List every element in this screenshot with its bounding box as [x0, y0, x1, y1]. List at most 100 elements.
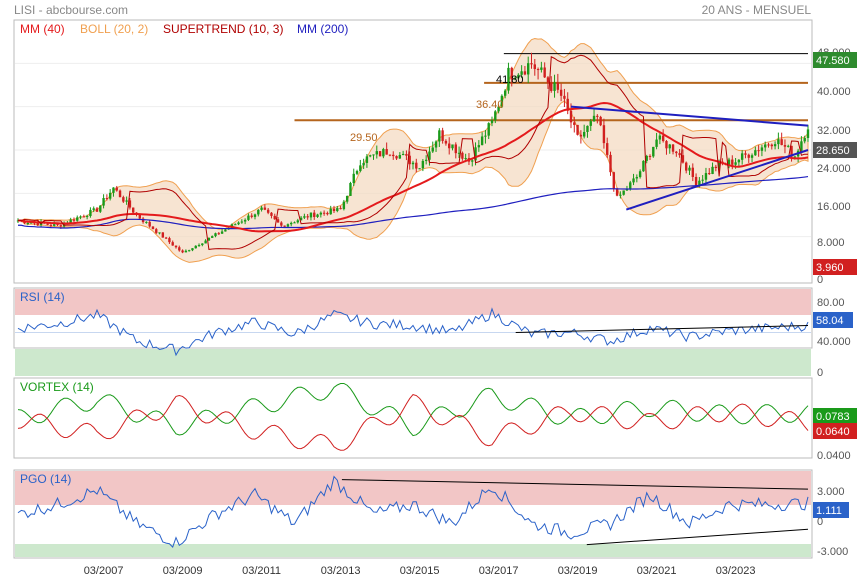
- rsi-label: RSI (14): [20, 290, 65, 304]
- candle-body: [454, 144, 457, 154]
- candle-body: [727, 159, 731, 165]
- candle-body: [744, 153, 747, 155]
- candle-body: [678, 153, 681, 156]
- rsi-badge-bg: [813, 312, 853, 328]
- candle-body: [395, 156, 398, 159]
- pgo-trendline-upper: [341, 479, 809, 490]
- candle-body: [589, 121, 592, 126]
- candle-body: [194, 245, 197, 249]
- candle-body: [339, 208, 342, 210]
- ytick-rsi: 80.00: [817, 297, 845, 309]
- candle-body: [622, 190, 625, 195]
- candle-body: [164, 237, 168, 239]
- candle-body: [424, 159, 428, 161]
- candle-body: [72, 219, 76, 221]
- candle-body: [685, 162, 688, 171]
- candle-body: [36, 222, 39, 226]
- candle-body: [540, 67, 543, 70]
- candle-body: [125, 200, 128, 202]
- candle-body: [701, 179, 704, 181]
- candle-body: [698, 180, 701, 187]
- candle-body: [480, 136, 484, 146]
- candle-body: [550, 82, 553, 91]
- candle-body: [461, 152, 464, 159]
- candle-body: [299, 217, 303, 221]
- candle-body: [754, 150, 757, 156]
- candle-body: [691, 167, 694, 177]
- candle-body: [250, 215, 253, 217]
- candle-body: [477, 145, 481, 148]
- vortex-minus-line: [17, 394, 809, 451]
- pgo-badge: 1.111: [816, 505, 842, 517]
- candle-body: [652, 146, 655, 157]
- candle-body: [434, 141, 438, 148]
- candle-body: [576, 124, 579, 135]
- candle-body: [95, 208, 99, 212]
- candle-body: [507, 67, 510, 91]
- candle-body: [520, 71, 523, 75]
- candle-body: [602, 125, 606, 144]
- candle-body: [273, 215, 276, 220]
- candle-body: [224, 229, 227, 232]
- candle-body: [378, 151, 382, 157]
- xtick-label: 03/2017: [479, 565, 519, 577]
- badge-low: 3.960: [816, 262, 844, 274]
- candle-body: [385, 149, 388, 155]
- trendline-upper: [570, 105, 809, 127]
- vortex-plot: [17, 382, 809, 451]
- candle-body: [69, 219, 72, 224]
- candle-body: [237, 222, 240, 225]
- candle-body: [665, 141, 668, 149]
- candle-body: [517, 74, 520, 79]
- candle-body: [803, 137, 806, 142]
- candle-body: [46, 223, 49, 225]
- candle-body: [484, 135, 487, 137]
- candle-body: [500, 95, 504, 107]
- candle-body: [606, 143, 609, 155]
- candle-body: [711, 166, 714, 174]
- pgo-label: PGO (14): [20, 472, 71, 486]
- candle-body: [655, 139, 658, 147]
- candle-body: [619, 194, 622, 196]
- candle-body: [89, 209, 92, 217]
- candle-body: [546, 77, 550, 83]
- rsi-oversold-zone: [15, 349, 811, 376]
- legend-supertrend: SUPERTREND (10, 3): [163, 22, 283, 36]
- candle-body: [276, 219, 280, 223]
- candle-body: [161, 232, 165, 238]
- candle-body: [296, 220, 299, 223]
- rsi-line: [17, 307, 809, 357]
- candle-body: [85, 216, 89, 218]
- candle-body: [596, 115, 599, 117]
- candle-body: [579, 134, 583, 137]
- ytick-pgo: 3.000: [817, 486, 845, 498]
- candle-body: [510, 67, 513, 80]
- candle-body: [629, 182, 632, 189]
- candle-body: [375, 151, 378, 155]
- candle-body: [211, 236, 214, 238]
- ytick-main: 16.000: [817, 201, 851, 213]
- candle-body: [388, 154, 392, 156]
- candle-body: [523, 71, 527, 75]
- candle-body: [168, 238, 171, 243]
- candle-body: [257, 209, 260, 215]
- candle-body: [757, 150, 760, 152]
- badge-low-bg: [813, 259, 857, 275]
- candle-body: [79, 216, 82, 218]
- candle-body: [645, 155, 648, 161]
- candle-body: [658, 135, 662, 140]
- candle-body: [359, 165, 362, 172]
- candle-body: [92, 208, 95, 210]
- candle-body: [471, 160, 474, 162]
- candle-body: [118, 190, 122, 198]
- badge-last: 47.580: [816, 55, 850, 67]
- candle-body: [527, 63, 530, 75]
- candle-body: [145, 221, 148, 223]
- ytick-main: 0: [817, 274, 823, 286]
- rsi-overbought-zone: [15, 289, 811, 315]
- candle-body: [280, 222, 283, 226]
- vortex-plus-badge-bg: [813, 408, 857, 424]
- candle-body: [217, 233, 220, 235]
- candle-body: [253, 214, 257, 217]
- candle-body: [457, 152, 461, 154]
